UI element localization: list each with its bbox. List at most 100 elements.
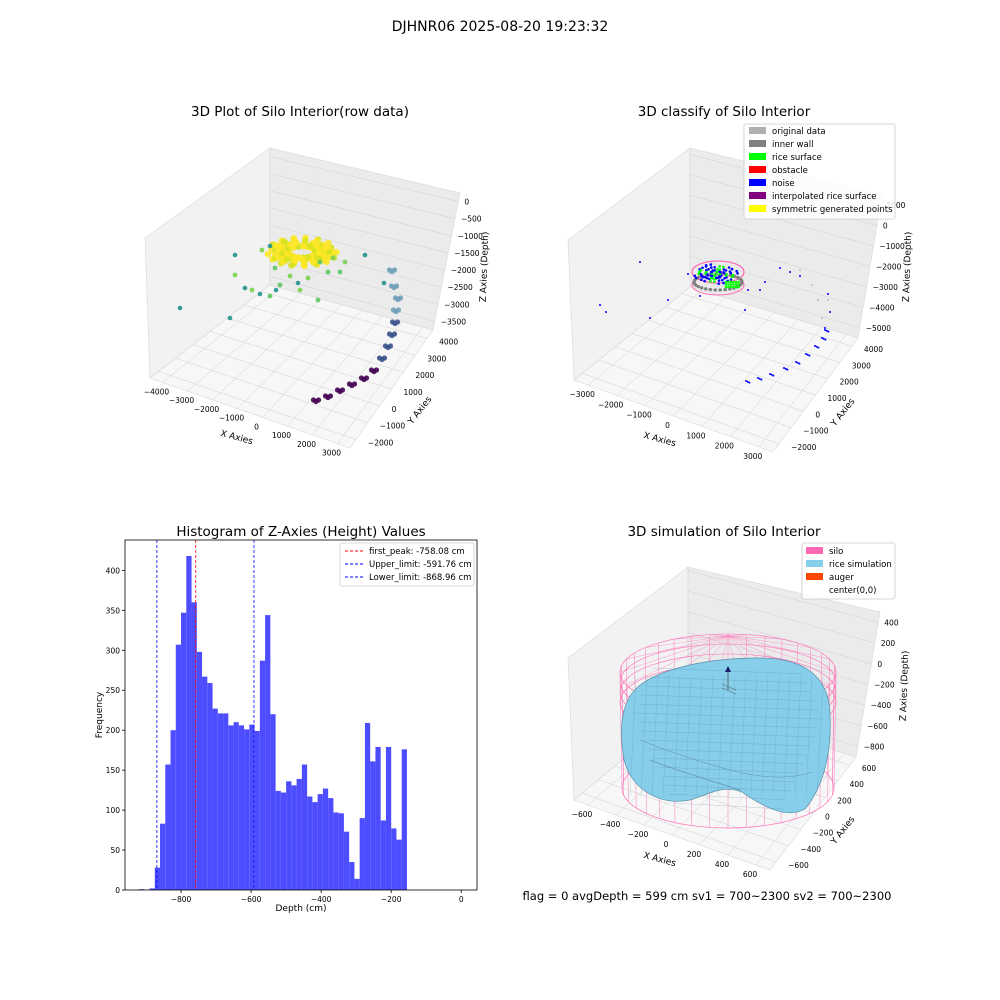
raw-point-173 [327, 393, 334, 399]
histogram-y-tick-3: 150 [106, 766, 121, 775]
cls-x-tick-5: 2000 [715, 442, 734, 451]
cls-point-126 [705, 270, 708, 274]
cls-point-129 [722, 265, 725, 269]
raw-point-149 [394, 319, 401, 325]
silo-roof-26 [709, 634, 729, 637]
histogram-bar-44 [370, 761, 376, 890]
cls-point-142 [729, 280, 733, 284]
sim-grid-y-1 [598, 779, 789, 847]
raw-point-112 [287, 273, 293, 279]
cls-point-94 [727, 266, 731, 269]
cls-point-36 [723, 288, 727, 292]
cls-point-139 [704, 265, 708, 268]
raw-point-110 [259, 247, 265, 253]
raw-point-111 [272, 265, 278, 271]
raw-grid-y-1 [175, 357, 368, 423]
sim-y-tick-2: −200 [813, 829, 834, 838]
sim-y-tick-0: −600 [788, 861, 809, 870]
raw-point-170 [339, 387, 346, 393]
cls-point-189 [798, 362, 801, 365]
raw-point-121 [277, 282, 283, 288]
sim-legend-label-0: silo [829, 547, 843, 557]
cls-point-118 [724, 269, 728, 272]
panel-simulation-3d: 3D simulation of Silo Interior −600−400−… [567, 524, 911, 879]
cls-point-39 [708, 287, 712, 292]
cls-point-82 [722, 268, 726, 271]
cls-point-146 [724, 283, 728, 286]
cls-point-203 [817, 299, 819, 301]
silo-roof-22 [645, 635, 729, 648]
cls-point-173 [605, 311, 607, 313]
cls-point-74 [721, 278, 724, 282]
sim-z-tick-0: 400 [884, 618, 899, 627]
cls-point-174 [747, 289, 749, 291]
sim-legend-label-2: auger [829, 573, 854, 583]
cls-point-110 [717, 279, 721, 282]
sim-z-tick-5: −600 [867, 722, 888, 731]
sim-rice-mesh [629, 667, 824, 810]
simulation-3d-title: 3D simulation of Silo Interior [627, 524, 821, 540]
cls-point-181 [814, 345, 816, 347]
raw-point-120 [232, 272, 238, 278]
cls-point-59 [740, 278, 744, 283]
raw-point-104 [323, 258, 330, 266]
sim-x-tick-1: −400 [600, 820, 621, 829]
sim-legend: silo rice simulation auger center(0,0) [801, 542, 896, 600]
cls-point-160 [667, 299, 669, 301]
raw-point-122 [342, 259, 348, 265]
histogram-bar-34 [317, 794, 323, 890]
raw-point-133 [362, 252, 368, 258]
cls-grid-y-3 [631, 333, 816, 396]
histogram-bar-14 [212, 708, 218, 890]
cls-point-149 [732, 283, 735, 286]
cls-point-93 [718, 265, 721, 268]
sim-rice-surface [621, 657, 831, 814]
sim-x-axis-label: X Axies [642, 851, 677, 869]
raw-point-123 [325, 269, 331, 275]
sim-legend-label-1: rice simulation [829, 560, 892, 570]
histogram-x-tick-2: −400 [311, 895, 332, 904]
sim-x-tick-0: −600 [572, 810, 593, 819]
cls-point-147 [727, 283, 730, 286]
cls-y-tick-6: 4000 [864, 345, 883, 354]
cls-point-133 [718, 275, 721, 278]
raw-point-132 [227, 315, 233, 321]
histogram-bar-45 [375, 746, 381, 890]
silo-roof-16 [626, 635, 729, 686]
raw-point-109 [274, 254, 282, 261]
sim-legend-box [801, 542, 896, 600]
cls-point-38 [713, 288, 717, 292]
histogram-y-tick-7: 350 [106, 606, 121, 615]
cls-point-172 [639, 261, 641, 263]
histogram-bar-49 [396, 839, 402, 890]
raw-z-tick-4: −2000 [451, 266, 477, 275]
cls-point-85 [729, 278, 733, 281]
raw-point-161 [373, 367, 380, 373]
cls-point-137 [699, 272, 703, 276]
cls-y-ticks: −2000 −1000 0 1000 2000 3000 4000 [791, 345, 883, 452]
rice-mesh-col-10 [739, 675, 747, 797]
cls-grid-y-2 [615, 346, 804, 412]
raw-point-98 [300, 243, 307, 250]
sim-x-tick-6: 600 [743, 870, 758, 879]
cls-y-tick-2: 0 [815, 410, 820, 419]
cls-y-tick-0: −2000 [791, 443, 817, 452]
cls-point-106 [719, 270, 722, 274]
cls-point-200 [746, 380, 749, 383]
raw-point-134 [381, 280, 387, 286]
cls-legend: original data inner wall rice surface obsta… [743, 123, 896, 220]
cls-legend-label-1: inner wall [772, 140, 813, 150]
raw-point-128 [273, 287, 279, 293]
cls-point-76 [703, 279, 706, 283]
sim-y-tick-5: 400 [850, 780, 865, 789]
cls-point-166 [779, 267, 781, 269]
raw-point-129 [295, 280, 301, 286]
cls-point-191 [784, 367, 787, 370]
cls-point-115 [710, 270, 714, 274]
histogram-bar-20 [244, 729, 250, 890]
cls-point-95 [735, 269, 738, 273]
cls-point-103 [701, 266, 704, 270]
raw-point-143 [397, 295, 404, 301]
sim-grid-z-2 [687, 611, 872, 665]
histogram-bar-24 [265, 615, 271, 890]
